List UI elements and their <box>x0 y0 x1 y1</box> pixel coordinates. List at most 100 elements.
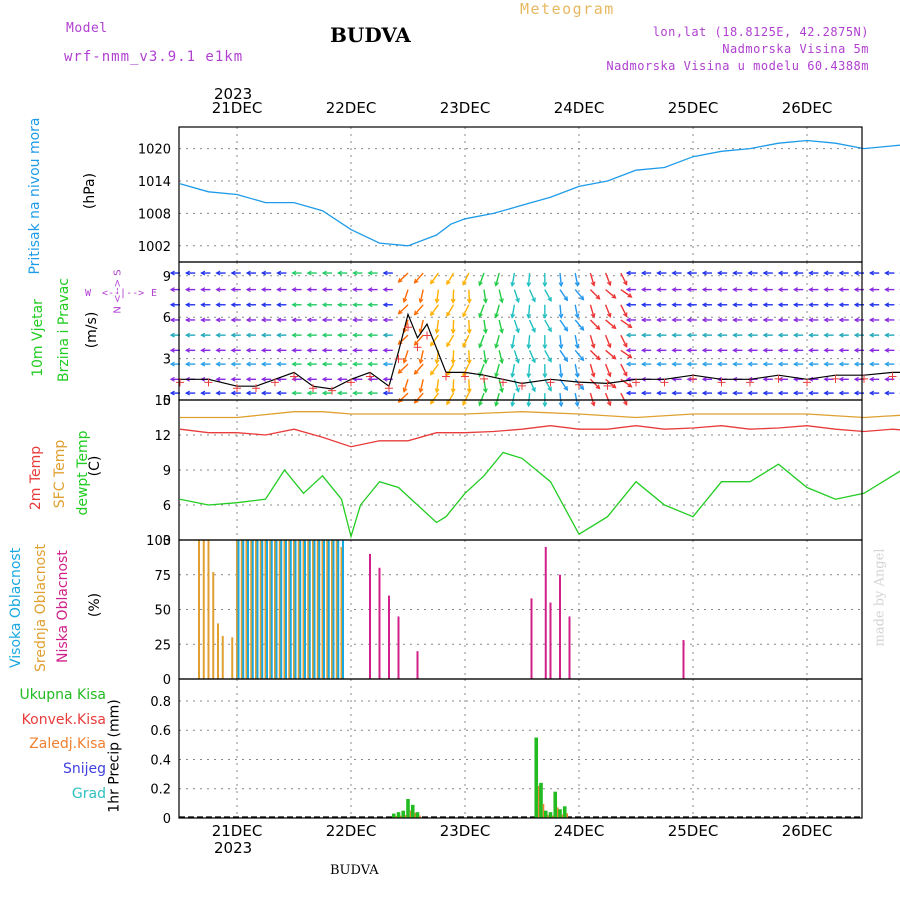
wind-arrowhead <box>732 390 738 396</box>
wind-arrowhead <box>291 287 297 293</box>
wind-arrowhead <box>413 310 419 316</box>
wind-arrowhead <box>762 376 768 382</box>
wind-arrowhead <box>450 329 456 335</box>
wind-arrowhead <box>526 344 532 350</box>
wind-arrowhead <box>823 302 829 308</box>
wind-arrowhead <box>402 297 408 304</box>
wind-arrowhead <box>169 332 175 338</box>
wind-gust-marker <box>774 374 783 383</box>
watermark: made by Angel <box>872 548 888 647</box>
precip-frz-bar <box>557 807 559 818</box>
wind-arrowhead <box>823 347 829 353</box>
wind-arrow <box>604 363 612 377</box>
wind-arrow <box>468 289 471 303</box>
high-cloud-bar <box>266 540 268 679</box>
precip-bar <box>543 810 548 818</box>
wind-arrow <box>559 272 562 287</box>
wind-arrowhead <box>656 302 662 308</box>
wind-arrowhead <box>352 347 358 353</box>
wind-arrowhead <box>230 390 236 396</box>
wind-arrowhead <box>823 390 829 396</box>
wind-arrowhead <box>215 332 221 338</box>
wind-arrow <box>527 272 531 287</box>
wind-arrowhead <box>747 390 753 396</box>
wind-arrowhead <box>606 312 612 319</box>
wind-arrowhead <box>215 302 221 308</box>
wind-arrowhead <box>640 302 646 308</box>
wind-arrowhead <box>494 401 499 407</box>
mid-cloud-bar <box>207 540 210 679</box>
wind-arrowhead <box>611 324 617 330</box>
pressure-unit: (hPa) <box>82 172 98 210</box>
low-cloud-bar <box>416 651 419 679</box>
wind-arrowhead <box>640 361 646 367</box>
wind-ytick: 0 <box>163 394 171 409</box>
high-cloud-bar <box>251 540 254 679</box>
wind-arrowhead <box>215 317 221 323</box>
wind-arrow <box>495 363 500 377</box>
wind-arrowhead <box>230 317 236 323</box>
wind-arrowhead <box>352 270 358 276</box>
cloud-label-1: Visoka Oblacnost <box>8 547 24 668</box>
wind-arrowhead <box>466 329 472 335</box>
top-year-label: 2023 <box>214 85 253 103</box>
wind-arrow <box>528 289 536 302</box>
wind-arrowhead <box>656 287 662 293</box>
temp-unit: (C) <box>87 455 103 477</box>
wind-arrow <box>498 319 503 333</box>
bottom-day-label: 24DEC <box>553 822 605 840</box>
wind-arrowhead <box>276 317 282 323</box>
wind-arrow <box>544 319 552 332</box>
wind-arrow <box>495 334 500 348</box>
wind-arrow <box>620 304 628 317</box>
wind-arrowhead <box>413 278 419 284</box>
wind-arrowhead <box>260 332 266 338</box>
wind-arrowhead <box>336 332 342 338</box>
wind-arrowhead <box>397 309 403 315</box>
wind-arrowhead <box>574 372 580 379</box>
wind-arrowhead <box>686 287 692 293</box>
wind-arrowhead <box>558 344 564 350</box>
wind-arrowhead <box>450 359 456 365</box>
mid-cloud-bar <box>240 540 243 679</box>
wind-arrowhead <box>429 399 435 405</box>
wind-arrowhead <box>701 302 707 308</box>
wind-arrowhead <box>656 347 662 353</box>
wind-arrowhead <box>747 317 753 323</box>
wind-arrowhead <box>701 332 707 338</box>
wind-arrowhead <box>402 387 408 393</box>
wind-arrowhead <box>450 388 456 394</box>
wind-arrowhead <box>276 302 282 308</box>
wind-arrowhead <box>260 376 266 382</box>
wind-gust-marker <box>271 378 279 387</box>
wind-arrowhead <box>671 270 677 276</box>
wind-arrow <box>527 364 531 378</box>
wind-arrow <box>498 350 503 364</box>
wind-arrowhead <box>306 270 312 276</box>
wind-arrow <box>574 289 585 301</box>
wind-arrowhead <box>611 354 617 360</box>
wind-arrow <box>430 392 439 405</box>
wind-arrowhead <box>515 358 520 364</box>
high-cloud-bar <box>318 540 321 679</box>
wind-arrowhead <box>777 287 783 293</box>
wind-arrowhead <box>579 356 585 362</box>
wind-arrowhead <box>590 372 596 378</box>
wind-arrowhead <box>169 361 175 367</box>
precip-frz-bar <box>409 810 412 818</box>
high-cloud-bar <box>299 540 302 679</box>
wind-arrow <box>589 319 601 330</box>
wind-arrowhead <box>716 287 722 293</box>
wind-arrowhead <box>792 347 798 353</box>
wind-arrowhead <box>450 298 456 304</box>
wind-arrowhead <box>792 390 798 396</box>
wind-arrowhead <box>321 317 327 323</box>
wind-arrowhead <box>169 376 175 382</box>
wind-arrowhead <box>494 281 499 287</box>
wind-arrowhead <box>276 361 282 367</box>
wind-arrowhead <box>184 302 190 308</box>
wind-arrowhead <box>336 390 342 396</box>
high-cloud-bar <box>289 540 292 679</box>
wind-arrowhead <box>184 361 190 367</box>
wind-arrow <box>452 350 455 364</box>
